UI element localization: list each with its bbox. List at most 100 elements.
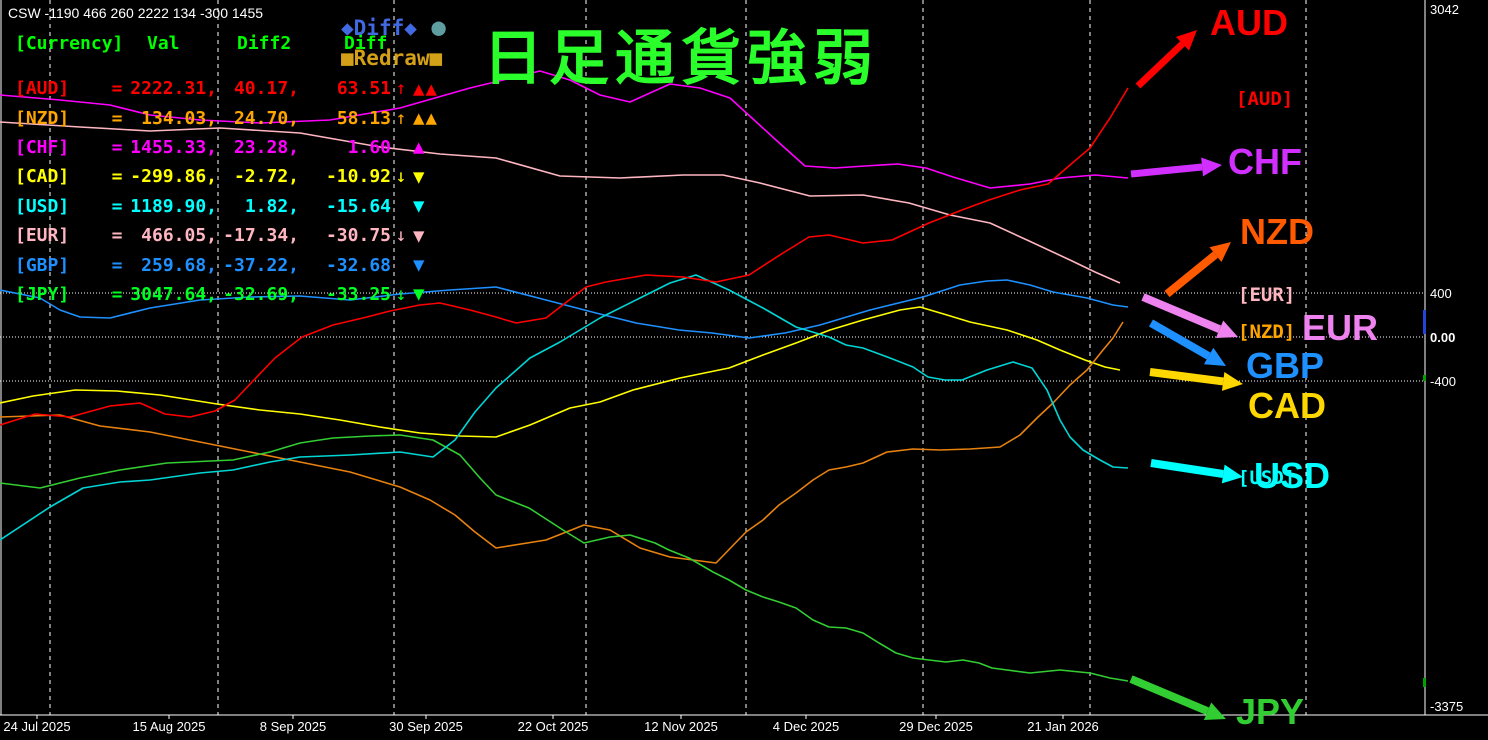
legend-cell: =: [111, 166, 123, 188]
legend-cell: 2222.31,: [130, 78, 217, 100]
indicator-values-title: CSW -1190 466 260 2222 134 -300 1455: [8, 5, 264, 21]
legend-row-EUR: [EUR] = 466.05, -17.34, -30.75 ↓ ▼: [15, 221, 438, 250]
legend-cell: 3047.64,: [130, 283, 217, 305]
legend-header-diff: Diff: [344, 33, 388, 54]
y-axis-label: -400: [1430, 374, 1457, 389]
legend-cell: ▼: [413, 283, 426, 306]
legend-cell: ▲: [413, 136, 426, 159]
eur-arrow-icon: [1141, 293, 1222, 333]
legend-cell: ↑: [395, 78, 407, 100]
chf-arrowhead-icon: [1201, 157, 1222, 177]
legend-row-GBP: [GBP] = 259.68, -37.22, -32.68 ▼: [15, 250, 438, 279]
legend-cell: -299.86,: [130, 166, 217, 188]
right-currency-label-NZD-big: NZD: [1240, 211, 1314, 252]
legend-cell: [AUD]: [15, 78, 70, 100]
legend-cell: ↑: [395, 107, 407, 129]
usd-arrowhead-icon: [1221, 464, 1243, 484]
legend-cell: 58.13: [336, 107, 391, 129]
x-axis-date-label: 22 Oct 2025: [517, 719, 589, 734]
legend-cell: -30.75: [325, 225, 391, 247]
legend-cell: 24.70,: [233, 107, 299, 129]
gbp-arrowhead-icon: [1203, 347, 1226, 366]
x-axis-date-label: 12 Nov 2025: [644, 719, 718, 734]
right-currency-label-EUR-big: EUR: [1302, 307, 1379, 348]
y-axis-label: -3375: [1430, 699, 1464, 714]
nzd-arrow-icon: [1164, 251, 1219, 298]
legend-cell: 1.82,: [244, 195, 299, 217]
legend-cell: ↓: [395, 225, 407, 247]
square-icon: ■: [429, 46, 443, 70]
jpy-arrow-icon: [1129, 675, 1210, 715]
strength-line-EUR: [0, 121, 1121, 284]
legend-cell: 466.05,: [141, 225, 217, 247]
legend-cell: -10.92: [325, 166, 391, 188]
legend-row-AUD: [AUD] = 2222.31, 40.17, 63.51 ↑ ▲▲: [15, 74, 438, 103]
jpy-arrowhead-icon: [1203, 702, 1226, 720]
chf-arrow-icon: [1130, 163, 1203, 178]
diamond-icon: ◆: [341, 16, 354, 40]
legend-cell: ↓: [395, 283, 407, 305]
right-currency-label-USD-bracket: [USD]: [1238, 467, 1296, 489]
strength-line-GBP: [0, 279, 1129, 339]
strength-line-CAD: [0, 306, 1121, 438]
legend-cell: ▲▲: [413, 107, 438, 130]
legend-cell: [NZD]: [15, 107, 70, 129]
legend-cell: =: [111, 254, 123, 276]
legend-header-diff2: Diff2: [237, 33, 292, 54]
chart-watermark-title: 日足通貨強弱: [483, 25, 879, 92]
axis-level-marker: [1423, 310, 1426, 334]
legend-cell: [JPY]: [15, 283, 70, 305]
eur-arrowhead-icon: [1215, 320, 1238, 338]
legend-row-JPY: [JPY] = 3047.64, -32.69, -33.25 ↓ ▼: [15, 280, 438, 309]
right-currency-label-JPY-big: JPY: [1236, 691, 1305, 732]
legend-cell: -33.25: [325, 283, 391, 305]
legend-cell: ▼: [413, 254, 426, 277]
legend-cell: [USD]: [15, 195, 70, 217]
diff-mode-indicator: ◆Diff◆ ●: [341, 13, 446, 41]
diamond-icon: ◆: [404, 16, 417, 40]
legend-cell: 63.51: [336, 78, 391, 100]
legend-row-NZD: [NZD] = 134.03, 24.70, 58.13 ↑ ▲▲: [15, 103, 438, 132]
legend-cell: -15.64: [325, 195, 391, 217]
strength-line-USD: [0, 274, 1129, 541]
square-icon: ■: [341, 46, 354, 70]
right-currency-label-NZD-bracket: [NZD]: [1238, 321, 1296, 343]
legend-cell: [CHF]: [15, 136, 70, 158]
legend-cell: =: [111, 195, 123, 217]
legend-cell: 134.03,: [141, 107, 217, 129]
legend-cell: ▼: [413, 195, 426, 218]
right-currency-label-GBP-big: GBP: [1246, 345, 1325, 386]
strength-line-AUD: [0, 87, 1129, 426]
right-currency-label-EUR-bracket: [EUR]: [1238, 284, 1296, 306]
cad-arrow-icon: [1149, 368, 1224, 386]
legend-cell: -2.72,: [233, 166, 299, 188]
legend-header-val: Val: [147, 33, 180, 54]
x-axis-date-label: 4 Dec 2025: [772, 719, 840, 734]
x-axis-date-label: 8 Sep 2025: [259, 719, 327, 734]
strength-line-JPY: [0, 434, 1129, 682]
redraw-indicator: ■Redraw■: [341, 46, 442, 70]
legend-cell: -32.68: [325, 254, 391, 276]
legend-row-USD: [USD] = 1189.90, 1.82, -15.64 ▼: [15, 192, 438, 221]
right-currency-label-CAD-big: CAD: [1248, 385, 1326, 426]
legend-cell: =: [111, 78, 123, 100]
strength-line-NZD: [0, 321, 1124, 564]
legend-cell: [CAD]: [15, 166, 70, 188]
legend-cell: =: [111, 136, 123, 158]
aud-arrow-icon: [1135, 41, 1185, 89]
x-axis-date-label: 15 Aug 2025: [132, 719, 206, 734]
legend-cell: 259.68,: [141, 254, 217, 276]
legend-cell: =: [111, 107, 123, 129]
x-axis-date-label: 30 Sep 2025: [389, 719, 463, 734]
diff-mode-label: Diff: [353, 16, 405, 40]
redraw-label: Redraw: [353, 46, 430, 70]
y-axis-label: 400: [1430, 286, 1452, 301]
right-currency-label-AUD-bracket: [AUD]: [1236, 88, 1294, 110]
right-currency-label-CHF-big: CHF: [1228, 141, 1302, 182]
right-currency-label-USD-big: USD: [1254, 455, 1331, 496]
legend-cell: -17.34,: [223, 225, 299, 247]
legend-cell: ▼: [413, 224, 426, 247]
axis-level-marker: [1423, 375, 1426, 381]
